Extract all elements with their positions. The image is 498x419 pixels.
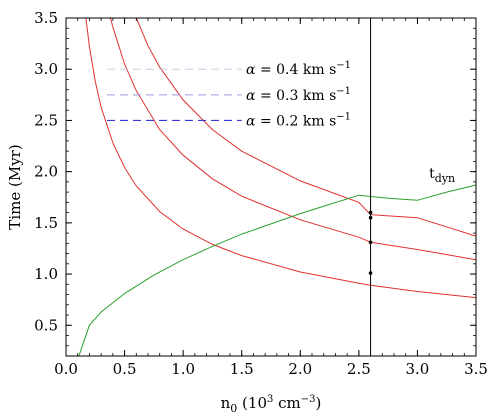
y-axis-ticks: 0.5 1.0 1.5 2.0 2.5 3.0 3.5 <box>34 9 476 347</box>
series-line-4 <box>78 184 476 356</box>
legend-entry-2: α = 0.3 km s−1 <box>246 86 351 104</box>
tdyn-curve-label: tdyn <box>429 166 455 185</box>
y-tick-label: 0.5 <box>34 316 58 334</box>
x-tick-label: 0.5 <box>113 360 137 378</box>
x-tick-label: 2.0 <box>288 360 312 378</box>
y-tick-label: 1.5 <box>34 214 58 232</box>
x-axis-ticks: 0.0 0.5 1.0 1.5 2.0 2.5 3.0 3.5 <box>54 18 488 378</box>
x-label-main: n <box>221 394 231 412</box>
intersection-marker-2 <box>368 240 373 245</box>
x-label-exp1: 3 <box>267 394 273 405</box>
legend-value: = 0.3 km s <box>256 88 337 104</box>
axes-frame <box>65 17 477 357</box>
marker-layer <box>368 210 373 275</box>
intersection-marker-4 <box>368 210 373 215</box>
legend-alpha: α <box>246 88 256 104</box>
x-axis-label: n0 (103 cm−3) <box>221 394 322 415</box>
y-tick-label: 2.5 <box>34 111 58 129</box>
intersection-marker-1 <box>368 271 373 275</box>
x-label-exp2: −3 <box>301 394 316 405</box>
legend-value: = 0.2 km s <box>256 113 337 129</box>
y-tick-label: 1.0 <box>34 265 58 283</box>
x-tick-label: 1.0 <box>171 360 195 378</box>
y-tick-label: 3.0 <box>34 60 58 78</box>
x-label-unit: cm <box>273 394 300 412</box>
y-tick-label: 3.5 <box>34 9 58 27</box>
plot-area <box>78 18 476 356</box>
series-line-1 <box>85 18 476 299</box>
tdyn-label-sub: dyn <box>435 172 455 185</box>
legend-alpha: α <box>246 62 256 78</box>
y-tick-label: 2.0 <box>34 163 58 181</box>
legend: α = 0.4 km s−1α = 0.3 km s−1α = 0.2 km s… <box>246 60 351 129</box>
series-line-3 <box>135 18 476 237</box>
x-label-main-sub: 0 <box>230 402 237 415</box>
x-tick-label: 2.5 <box>347 360 371 378</box>
legend-exponent: −1 <box>336 60 351 71</box>
x-tick-label: 3.0 <box>405 360 429 378</box>
legend-entry-3: α = 0.2 km s−1 <box>246 111 351 129</box>
legend-alpha: α <box>246 113 256 129</box>
x-tick-label: 0.0 <box>54 360 78 378</box>
legend-lines <box>107 68 242 121</box>
x-label-open: (10 <box>237 394 267 412</box>
x-tick-label: 1.5 <box>230 360 254 378</box>
legend-value: = 0.4 km s <box>256 62 337 78</box>
y-axis-label: Time (Myr) <box>6 144 24 229</box>
intersection-marker-3 <box>368 215 373 220</box>
series-line-2 <box>110 18 476 261</box>
x-label-close: ) <box>316 394 322 412</box>
legend-exponent: −1 <box>336 111 351 122</box>
x-tick-label: 3.5 <box>464 360 488 378</box>
legend-exponent: −1 <box>336 86 351 97</box>
tdyn-label-main: t <box>429 166 435 182</box>
legend-entry-1: α = 0.4 km s−1 <box>246 60 351 78</box>
